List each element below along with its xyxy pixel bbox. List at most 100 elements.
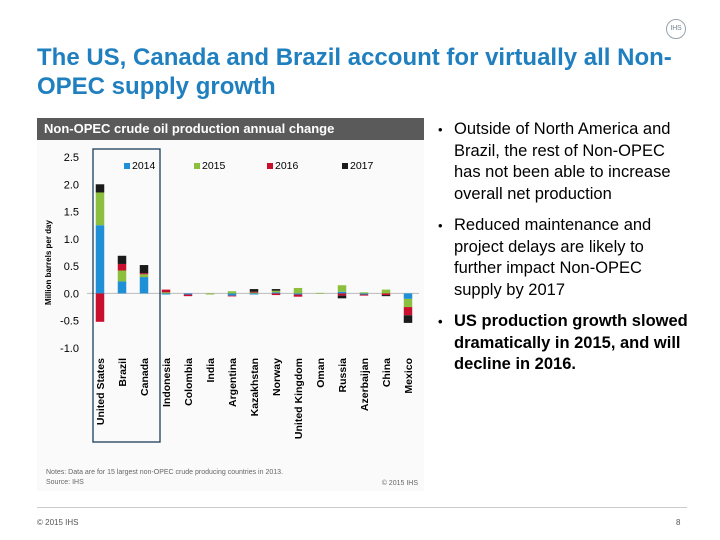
legend-swatch-2014 <box>124 163 130 169</box>
bar-2014 <box>359 293 369 295</box>
bar-2016 <box>95 293 105 322</box>
bar-2015 <box>403 298 413 308</box>
bar-2014 <box>183 293 193 295</box>
category-label: United Kingdom <box>293 358 305 439</box>
bar-2017 <box>249 289 259 292</box>
bar-2015 <box>161 292 171 294</box>
legend-label-2016: 2016 <box>275 160 299 172</box>
y-tick-label: 1.0 <box>64 234 79 246</box>
footer-copyright: © 2015 IHS <box>37 518 79 527</box>
legend-label-2017: 2017 <box>350 160 374 172</box>
bullet-text: US production growth slowed dramatically… <box>454 312 688 373</box>
highlight-box <box>92 148 161 443</box>
bar-2015 <box>381 289 391 294</box>
bar-2014 <box>249 293 259 295</box>
bar-2016 <box>271 293 281 296</box>
bar-2016 <box>293 294 303 297</box>
bar-2016 <box>337 293 347 296</box>
category-label: Brazil <box>117 358 129 387</box>
chart-copyright: © 2015 IHS <box>381 480 418 487</box>
bar-2015 <box>117 270 127 282</box>
y-tick-label: 1.5 <box>64 207 79 219</box>
bar-2015 <box>359 292 369 294</box>
legend-swatch-2015 <box>194 163 200 169</box>
category-label: Mexico <box>403 358 415 394</box>
chart-title: Non-OPEC crude oil production annual cha… <box>37 118 424 140</box>
category-label: Russia <box>337 358 349 393</box>
category-label: Norway <box>271 358 283 396</box>
bar-2017 <box>337 295 347 299</box>
bar-2016 <box>227 295 237 297</box>
bar-2017 <box>271 289 281 291</box>
category-label: Argentina <box>227 358 239 407</box>
bullet-item: • US production growth slowed dramaticall… <box>438 311 688 376</box>
y-tick-label: 0.5 <box>64 261 79 273</box>
legend-label-2014: 2014 <box>132 160 156 172</box>
bar-2017 <box>95 184 105 193</box>
category-label: Canada <box>139 358 151 396</box>
legend-swatch-2017 <box>342 163 348 169</box>
slide-title: The US, Canada and Brazil account for vi… <box>37 44 672 100</box>
category-label: United States <box>95 358 107 425</box>
bar-2014 <box>271 292 281 294</box>
legend-label-2015: 2015 <box>202 160 226 172</box>
bar-2014 <box>95 225 105 294</box>
bullet-item: • Reduced maintenance and project delays … <box>438 215 688 301</box>
bar-2016 <box>249 291 259 293</box>
bullet-text: Outside of North America and Brazil, the… <box>454 120 671 203</box>
y-axis-label: Million barrels per day <box>44 219 53 304</box>
bar-2014 <box>117 281 127 294</box>
bar-2015 <box>293 287 303 294</box>
bar-2014 <box>227 293 237 296</box>
bar-2017 <box>403 315 413 323</box>
bar-2017 <box>381 295 391 297</box>
bar-2015 <box>227 291 237 294</box>
category-label: India <box>205 358 217 383</box>
bar-2016 <box>381 293 391 296</box>
chart-source: Source: IHS <box>46 479 84 486</box>
bullet-dot: • <box>438 218 443 233</box>
bar-2015 <box>271 290 281 293</box>
bullet-text: Reduced maintenance and project delays a… <box>454 216 652 299</box>
category-label: Kazakhstan <box>249 358 261 416</box>
bar-chart: Million barrels per day -1.0 -0.5 0.0 0.5 1.0… <box>44 148 419 443</box>
bar-2016 <box>183 294 193 297</box>
bar-2015 <box>337 285 347 292</box>
bullet-list: • Outside of North America and Brazil, th… <box>438 119 688 386</box>
page-number: 8 <box>676 518 681 527</box>
y-tick-label: -0.5 <box>60 316 79 328</box>
chart-panel: Non-OPEC crude oil production annual cha… <box>37 118 424 491</box>
bullet-dot: • <box>438 314 443 329</box>
bar-2017 <box>139 265 149 274</box>
bar-2016 <box>359 294 369 296</box>
legend-swatch-2016 <box>267 163 273 169</box>
bar-2015 <box>249 292 259 294</box>
bullet-item: • Outside of North America and Brazil, th… <box>438 119 688 205</box>
bar-2016 <box>403 307 413 316</box>
category-label: Oman <box>315 358 327 388</box>
bar-2014 <box>337 291 347 294</box>
category-label: Colombia <box>183 358 195 406</box>
footer-divider <box>37 507 687 508</box>
bar-2014 <box>403 293 413 299</box>
bar-2016 <box>139 273 149 275</box>
y-tick-label: 2.5 <box>64 152 79 164</box>
y-tick-label: 2.0 <box>64 179 79 191</box>
chart-notes: Notes: Data are for 15 largest non-OPEC … <box>46 469 283 476</box>
bar-2014 <box>161 293 171 295</box>
bar-2015 <box>95 192 105 226</box>
bar-2016 <box>161 289 171 293</box>
y-tick-label: -1.0 <box>60 343 79 355</box>
bar-2015 <box>139 274 149 278</box>
category-label: China <box>381 358 393 387</box>
bar-2014 <box>139 277 149 294</box>
bar-2015 <box>315 292 325 294</box>
category-label: Azerbaijan <box>359 358 371 411</box>
ihs-logo: IHS <box>666 19 686 39</box>
bar-2016 <box>117 263 127 271</box>
bullet-dot: • <box>438 122 443 137</box>
bar-2017 <box>117 255 127 264</box>
bar-2015 <box>205 293 215 295</box>
category-label: Indonesia <box>161 358 173 407</box>
bar-2014 <box>293 293 303 295</box>
